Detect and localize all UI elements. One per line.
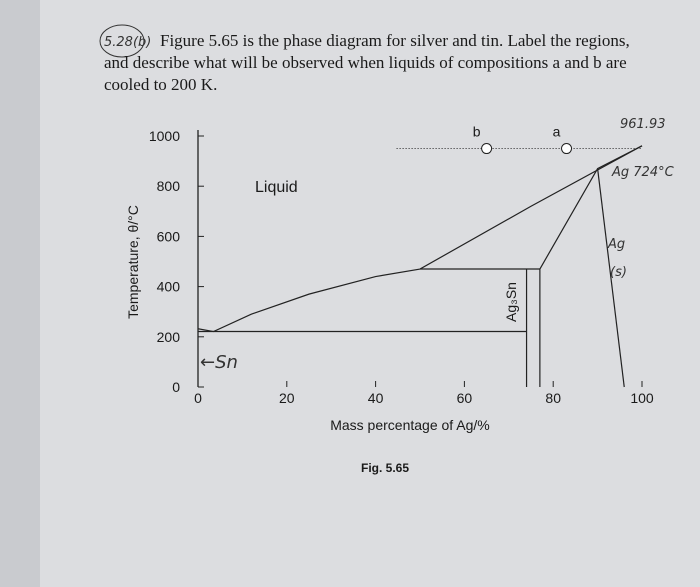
handwritten-note: Ag [607,237,625,252]
composition-point [561,143,573,155]
handwritten-note: (s) [610,265,627,280]
phase-boundary [197,145,643,333]
y-tick-label: 1000 [149,128,180,144]
y-tick-label: 600 [157,228,181,244]
x-tick-label: 100 [630,390,654,406]
question-number: 5.28(b) [104,35,151,50]
y-tick-label: 800 [157,178,181,194]
x-tick-label: 60 [457,390,473,406]
phase-boundary [597,168,625,388]
point-label: b [473,124,481,140]
question-line: Figure 5.65 is the phase diagram for sil… [160,31,630,50]
y-tick-label: 200 [157,329,181,345]
x-tick-label: 20 [279,390,295,406]
composition-point [481,143,493,155]
handwritten-note: Ag 724°C [611,165,675,180]
y-axis-label: Temperature, θ/°C [125,205,141,319]
handwritten-note: 961.93 [620,117,666,132]
question-line: and describe what will be observed when … [104,53,627,72]
region-label: Ag₃Sn [503,282,519,322]
handwritten-note: ←Sn [200,352,238,373]
x-tick-label: 80 [545,390,561,406]
point-label: a [553,124,561,140]
number-circle [99,24,145,58]
y-tick-label: 400 [157,279,181,295]
y-tick-label: 0 [172,379,180,395]
caption: Fig. 5.65 [361,461,409,475]
x-tick-label: 0 [194,390,202,406]
x-tick-label: 40 [368,390,384,406]
question-line: cooled to 200 K. [104,75,217,94]
x-axis-label: Mass percentage of Ag/% [330,417,490,433]
paper-edge [0,0,40,587]
region-label: Liquid [255,179,298,196]
